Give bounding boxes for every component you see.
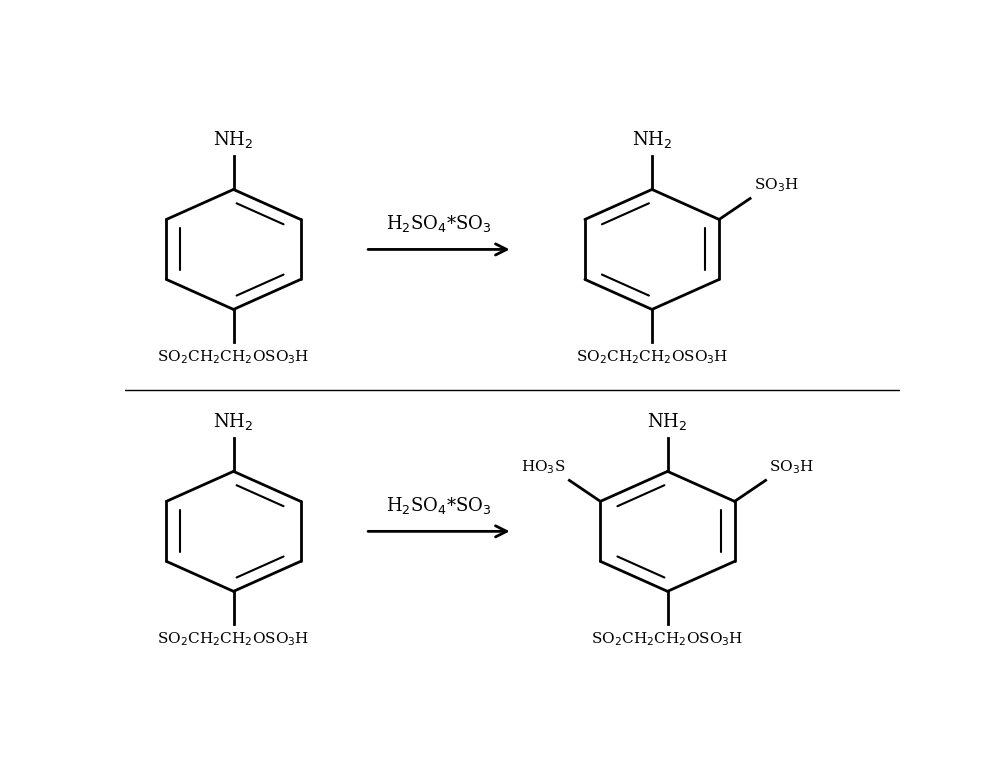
Text: H$_2$SO$_4$*SO$_3$: H$_2$SO$_4$*SO$_3$	[386, 213, 492, 234]
Text: NH$_2$: NH$_2$	[632, 129, 672, 150]
Text: NH$_2$: NH$_2$	[647, 411, 688, 432]
Text: SO$_2$CH$_2$CH$_2$OSO$_3$H: SO$_2$CH$_2$CH$_2$OSO$_3$H	[157, 630, 310, 648]
Text: SO$_2$CH$_2$CH$_2$OSO$_3$H: SO$_2$CH$_2$CH$_2$OSO$_3$H	[157, 348, 310, 366]
Text: NH$_2$: NH$_2$	[213, 129, 254, 150]
Text: SO$_3$H: SO$_3$H	[769, 459, 814, 476]
Text: SO$_3$H: SO$_3$H	[754, 177, 799, 194]
Text: H$_2$SO$_4$*SO$_3$: H$_2$SO$_4$*SO$_3$	[386, 495, 492, 516]
Text: SO$_2$CH$_2$CH$_2$OSO$_3$H: SO$_2$CH$_2$CH$_2$OSO$_3$H	[576, 348, 728, 366]
Text: HO$_3$S: HO$_3$S	[521, 459, 566, 476]
Text: SO$_2$CH$_2$CH$_2$OSO$_3$H: SO$_2$CH$_2$CH$_2$OSO$_3$H	[591, 630, 744, 648]
Text: NH$_2$: NH$_2$	[213, 411, 254, 432]
